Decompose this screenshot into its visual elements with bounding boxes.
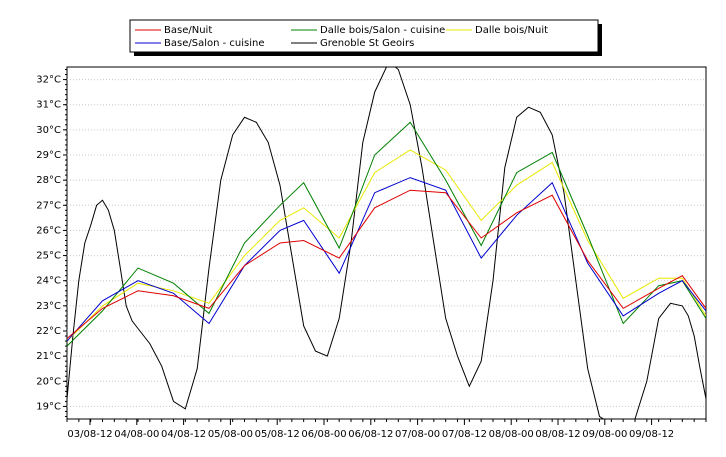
x-tick-label: 04/08-12 — [161, 429, 206, 440]
legend-item-dalle-salon: Dalle bois/Salon - cuisine — [291, 25, 445, 36]
y-tick-label: 30°C — [36, 125, 61, 136]
x-tick-label: 06/08-12 — [348, 429, 393, 440]
legend-label: Base/Nuit — [164, 25, 212, 36]
x-tick-label: 09/08-12 — [629, 429, 674, 440]
y-tick-label: 22°C — [36, 326, 61, 337]
x-tick-label: 07/08-12 — [442, 429, 487, 440]
legend-label: Base/Salon - cuisine — [164, 38, 265, 49]
x-tick-label: 05/08-00 — [208, 429, 253, 440]
x-tick-label: 08/08-00 — [489, 429, 534, 440]
x-tick-label: 04/08-00 — [114, 429, 159, 440]
y-tick-label: 27°C — [36, 200, 61, 211]
y-tick-label: 28°C — [36, 175, 61, 186]
series-line-2 — [67, 121, 706, 347]
legend-item-base-salon: Base/Salon - cuisine — [135, 38, 265, 49]
plot-area — [66, 66, 707, 420]
x-tick-label: 03/08-12 — [67, 429, 112, 440]
y-tick-label: 31°C — [36, 100, 61, 111]
legend-item-base-nuit: Base/Nuit — [135, 25, 212, 36]
legend — [129, 19, 599, 53]
x-tick-label: 07/08-00 — [395, 429, 440, 440]
y-tick-label: 26°C — [36, 225, 61, 236]
y-tick-label: 23°C — [36, 301, 61, 312]
series-line-0 — [67, 189, 706, 339]
y-tick-label: 29°C — [36, 150, 61, 161]
y-tick-label: 32°C — [36, 75, 61, 86]
x-tick-label: 05/08-12 — [255, 429, 300, 440]
x-tick-label: 09/08-00 — [582, 429, 627, 440]
y-tick-label: 20°C — [36, 376, 61, 387]
series-group — [67, 67, 706, 419]
x-tick-label: 06/08-00 — [301, 429, 346, 440]
series-line-3 — [67, 149, 706, 342]
legend-item-grenoble: Grenoble St Geoirs — [291, 38, 414, 49]
x-tick-label: 08/08-12 — [535, 429, 580, 440]
y-tick-label: 25°C — [36, 251, 61, 262]
legend-item-dalle-nuit: Dalle bois/Nuit — [446, 25, 548, 36]
legend-label: Dalle bois/Salon - cuisine — [320, 25, 445, 36]
legend-label: Dalle bois/Nuit — [475, 25, 548, 36]
y-tick-label: 19°C — [36, 401, 61, 412]
y-tick-label: 21°C — [36, 351, 61, 362]
y-axis: 19°C 20°C 21°C 22°C 23°C 24°C 25°C 26°C 27°C 28°C… — [36, 69, 67, 417]
y-tick-label: 24°C — [36, 276, 61, 287]
x-axis: 03/08-12 04/08-00 04/08-12 05/08-00 05/08-12… — [66, 419, 707, 440]
series-line-4 — [67, 67, 706, 419]
legend-label: Grenoble St Geoirs — [320, 38, 414, 49]
